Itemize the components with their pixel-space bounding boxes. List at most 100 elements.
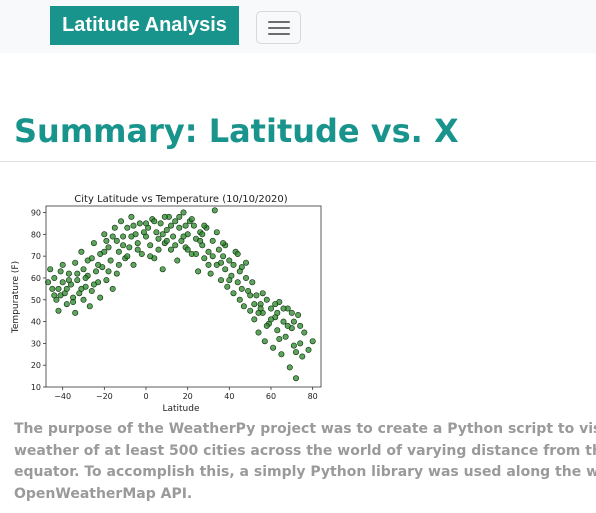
scatter-point	[66, 277, 71, 282]
scatter-point	[64, 286, 69, 291]
scatter-point	[243, 275, 248, 280]
scatter-point	[177, 214, 182, 219]
scatter-point	[73, 260, 78, 265]
x-tick-label: 60	[266, 392, 276, 401]
scatter-point	[177, 225, 182, 230]
scatter-point	[164, 238, 169, 243]
scatter-point	[50, 286, 55, 291]
scatter-point	[135, 240, 140, 245]
scatter-point	[173, 243, 178, 248]
scatter-point	[243, 260, 248, 265]
scatter-point	[195, 269, 200, 274]
scatter-point	[64, 301, 69, 306]
scatter-point	[241, 304, 246, 309]
scatter-point	[152, 219, 157, 224]
scatter-point	[148, 243, 153, 248]
scatter-point	[260, 291, 265, 296]
y-tick-label: 60	[31, 274, 41, 283]
scatter-point	[52, 293, 57, 298]
brand-link[interactable]: Latitude Analysis	[50, 6, 239, 45]
x-tick-label: 0	[143, 392, 148, 401]
scatter-point	[141, 230, 146, 235]
scatter-point	[135, 247, 140, 252]
scatter-point	[108, 258, 113, 263]
scatter-point	[293, 349, 298, 354]
data-points	[45, 208, 315, 381]
scatter-point	[237, 269, 242, 274]
scatter-point	[277, 336, 282, 341]
y-tick-label: 90	[31, 209, 41, 218]
y-tick-label: 30	[31, 339, 41, 348]
scatter-point	[283, 334, 288, 339]
scatter-point	[248, 293, 253, 298]
scatter-point	[156, 236, 161, 241]
scatter-point	[168, 223, 173, 228]
scatter-point	[231, 262, 236, 267]
scatter-point	[298, 323, 303, 328]
y-tick-label: 80	[31, 230, 41, 239]
scatter-point	[106, 269, 111, 274]
scatter-point	[202, 223, 207, 228]
scatter-point	[56, 286, 61, 291]
scatter-point	[66, 271, 71, 276]
scatter-point	[220, 240, 225, 245]
scatter-point	[208, 271, 213, 276]
navbar-toggler-button[interactable]	[256, 11, 301, 44]
scatter-point	[91, 282, 96, 287]
x-tick-label: 20	[183, 392, 193, 401]
scatter-point	[173, 219, 178, 224]
scatter-point	[93, 269, 98, 274]
scatter-point	[75, 277, 80, 282]
description-line: The purpose of the WeatherPy project was…	[14, 421, 596, 437]
scatter-point	[114, 271, 119, 276]
scatter-point	[227, 277, 232, 282]
scatter-point	[235, 280, 240, 285]
project-description: The purpose of the WeatherPy project was…	[14, 419, 596, 505]
scatter-point	[306, 347, 311, 352]
scatter-point	[125, 225, 130, 230]
scatter-point	[158, 221, 163, 226]
scatter-point	[106, 245, 111, 250]
scatter-point	[214, 230, 219, 235]
scatter-point	[148, 254, 153, 259]
scatter-point	[258, 306, 263, 311]
scatter-point	[225, 284, 230, 289]
scatter-point	[268, 317, 273, 322]
scatter-point	[216, 247, 221, 252]
description-line: OpenWeatherMap API.	[14, 486, 192, 502]
scatter-point	[116, 249, 121, 254]
plot-frame	[46, 206, 321, 387]
scatter-point	[220, 254, 225, 259]
scatter-point	[129, 234, 134, 239]
scatter-point	[295, 312, 300, 317]
scatter-point	[252, 317, 257, 322]
navbar: Latitude Analysis	[0, 0, 596, 53]
scatter-point	[212, 208, 217, 213]
scatter-point	[89, 288, 94, 293]
scatter-point	[237, 297, 242, 302]
scatter-point	[170, 234, 175, 239]
x-tick-label: −20	[96, 392, 113, 401]
scatter-point	[231, 291, 236, 296]
scatter-point	[227, 258, 232, 263]
scatter-point	[218, 277, 223, 282]
scatter-point	[79, 249, 84, 254]
scatter-point	[127, 245, 132, 250]
scatter-point	[264, 323, 269, 328]
scatter-point	[87, 304, 92, 309]
description-line: equator. To accomplish this, a simply Py…	[14, 464, 596, 480]
scatter-point	[91, 240, 96, 245]
scatter-point	[298, 341, 303, 346]
scatter-point	[120, 234, 125, 239]
scatter-point	[156, 247, 161, 252]
y-tick-label: 40	[31, 318, 41, 327]
scatter-point	[300, 354, 305, 359]
scatter-point	[83, 275, 88, 280]
scatter-point	[60, 262, 65, 267]
scatter-point	[281, 319, 286, 324]
scatter-point	[75, 271, 80, 276]
scatter-point	[289, 310, 294, 315]
scatter-point	[104, 277, 109, 282]
scatter-point	[98, 295, 103, 300]
scatter-point	[160, 267, 165, 272]
